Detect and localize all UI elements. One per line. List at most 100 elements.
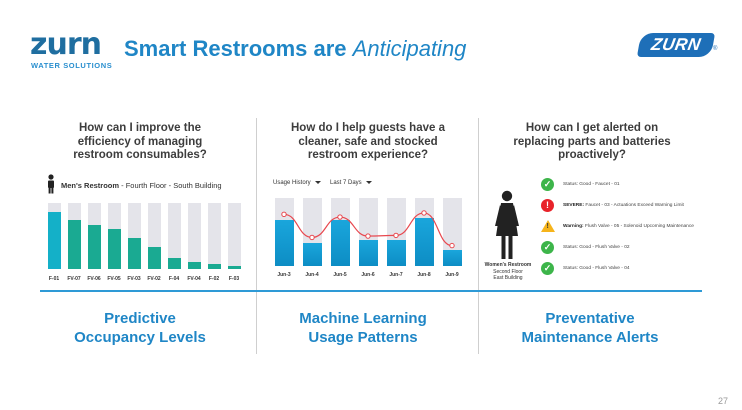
alert-text: Status: Good - Flush Valve - 02 <box>563 243 630 252</box>
page-number: 27 <box>718 396 729 406</box>
occupancy-bar-track <box>207 203 221 269</box>
alert-list: ✓ Status: Good - Faucet - 01! SEVERE: Fauc… <box>541 178 711 283</box>
label-preventative-maintenance: Preventative Maintenance Alerts <box>505 309 675 347</box>
occupancy-bar-label: FV-03 <box>127 276 141 282</box>
occupancy-bar-track <box>227 203 241 269</box>
womens-restroom-floor: Second Floor <box>493 268 523 275</box>
occupancy-bar <box>67 220 81 269</box>
occupancy-bar <box>207 263 221 269</box>
usage-bar-label: Jun-6 <box>361 272 375 278</box>
room-heading-bold: Men's Restroom <box>61 181 120 190</box>
label-machine-learning: Machine Learning Usage Patterns <box>278 309 448 347</box>
alert-message: Flush Valve - 05 - Solenoid Upcoming Mai… <box>583 224 694 229</box>
usage-bar <box>302 242 322 266</box>
womens-restroom-label: Women's Restroom Second Floor East Build… <box>482 262 534 282</box>
warning-icon: ! <box>541 220 555 232</box>
date-range-label: Last 7 Days <box>330 180 362 186</box>
occupancy-bar-label: F-01 <box>48 276 60 282</box>
check-icon: ✓ <box>541 262 554 275</box>
chevron-down-icon <box>314 180 321 184</box>
man-icon <box>48 174 54 194</box>
alert-message: Faucet - 03 - Actuations Exceed Warning … <box>584 203 684 208</box>
usage-bar <box>330 220 350 266</box>
occupancy-bar-track <box>187 203 201 269</box>
zurn-brand-badge: ZURN <box>636 33 716 57</box>
alert-message: Status: Good - Flush Valve - 02 <box>563 245 630 250</box>
trend-point <box>365 233 371 239</box>
question-consumables: How can I improve the efficiency of mana… <box>73 122 207 161</box>
usage-trend-line <box>281 210 455 249</box>
usage-history-dropdown[interactable]: Usage History <box>273 180 321 186</box>
usage-bar-track <box>442 198 462 266</box>
occupancy-bar <box>167 257 181 269</box>
title-main: Smart Restrooms are <box>124 36 347 61</box>
occupancy-bar <box>87 225 101 269</box>
check-icon: ✓ <box>541 178 554 191</box>
alert-message: Status: Good - Flush Valve - 04 <box>563 266 630 271</box>
occupancy-bar-label: FV-07 <box>67 276 81 282</box>
woman-icon <box>495 190 519 259</box>
usage-chart: Jun-3 Jun-4 Jun-5 Jun-6 Jun-7 Jun-8 Jun-9 <box>270 198 470 282</box>
alert-item[interactable]: ✓ Status: Good - Flush Valve - 04 <box>541 262 711 276</box>
alert-text: Status: Good - Flush Valve - 04 <box>563 264 630 273</box>
title-italic: Anticipating <box>352 36 467 61</box>
usage-bar <box>442 249 462 266</box>
occupancy-bar <box>107 229 121 269</box>
usage-bar <box>274 219 294 266</box>
registered-mark: ® <box>713 46 718 52</box>
footer-line-1: Predictive <box>104 310 176 327</box>
occupancy-bar-label: FV-06 <box>87 276 101 282</box>
usage-bar <box>358 240 378 266</box>
usage-bar-label: Jun-7 <box>389 272 403 278</box>
room-heading: Men's Restroom - Fourth Floor - South Bu… <box>61 180 222 192</box>
trend-point <box>449 242 455 249</box>
trend-line-path <box>283 212 453 247</box>
usage-bar-label: Jun-5 <box>333 272 347 278</box>
occupancy-bar-label: FV-05 <box>107 276 121 282</box>
chevron-down-icon <box>365 180 372 184</box>
footer-line-1: Preventative <box>545 310 635 327</box>
occupancy-bar-label: FV-02 <box>147 276 161 282</box>
zurn-logo-subtext: WATER SOLUTIONS <box>31 61 113 70</box>
date-range-dropdown[interactable]: Last 7 Days <box>330 180 372 186</box>
usage-bar-label: Jun-8 <box>417 272 431 278</box>
alert-item[interactable]: ! Warning: Flush Valve - 05 - Solenoid Up… <box>541 220 711 234</box>
label-predictive-occupancy: Predictive Occupancy Levels <box>55 309 225 347</box>
exclamation-icon: ! <box>541 199 554 212</box>
alert-severity: SEVERE: <box>563 203 585 208</box>
footer-line-2: Occupancy Levels <box>74 329 206 346</box>
occupancy-bar <box>127 237 141 269</box>
slide-title: Smart Restrooms are Anticipating <box>124 36 466 62</box>
alert-text: Status: Good - Faucet - 01 <box>563 180 620 189</box>
footer-line-1: Machine Learning <box>299 310 427 327</box>
usage-bar <box>414 218 434 266</box>
alert-item[interactable]: ✓ Status: Good - Flush Valve - 02 <box>541 241 711 255</box>
alert-item[interactable]: ✓ Status: Good - Faucet - 01 <box>541 178 711 192</box>
alert-message: Status: Good - Faucet - 01 <box>563 182 620 187</box>
trend-point <box>421 210 427 216</box>
occupancy-bar <box>47 212 61 269</box>
usage-bar-label: Jun-3 <box>277 272 291 278</box>
question-guest-experience: How do I help guests have a cleaner, saf… <box>290 122 445 161</box>
usage-bar <box>386 240 406 266</box>
zurn-logo: zurn <box>30 27 102 62</box>
alert-text: Warning: Flush Valve - 05 - Solenoid Upc… <box>563 222 694 231</box>
usage-history-label: Usage History <box>273 180 311 186</box>
womens-restroom-building: East Building <box>493 275 523 281</box>
alert-severity: Warning: <box>563 224 584 229</box>
footer-line-2: Usage Patterns <box>308 329 418 346</box>
alert-item[interactable]: ! SEVERE: Faucet - 03 - Actuations Exceed… <box>541 199 711 213</box>
occupancy-bar <box>187 261 201 269</box>
womens-restroom-title: Women's Restroom <box>484 262 532 268</box>
trend-point <box>337 214 343 220</box>
occupancy-bar-track <box>167 203 181 269</box>
usage-bar-label: Jun-9 <box>445 272 459 278</box>
trend-point <box>309 234 315 241</box>
footer-line-2: Maintenance Alerts <box>521 329 659 346</box>
trend-point <box>393 232 399 239</box>
column-divider-2 <box>478 118 479 354</box>
check-icon: ✓ <box>541 241 554 254</box>
alert-text: SEVERE: Faucet - 03 - Actuations Exceed … <box>563 201 684 210</box>
occupancy-chart: F-01 FV-07 FV-06 FV-05 FV-03 FV-02 F-04 FV-04 F-… <box>44 203 244 283</box>
trend-point <box>281 211 287 218</box>
